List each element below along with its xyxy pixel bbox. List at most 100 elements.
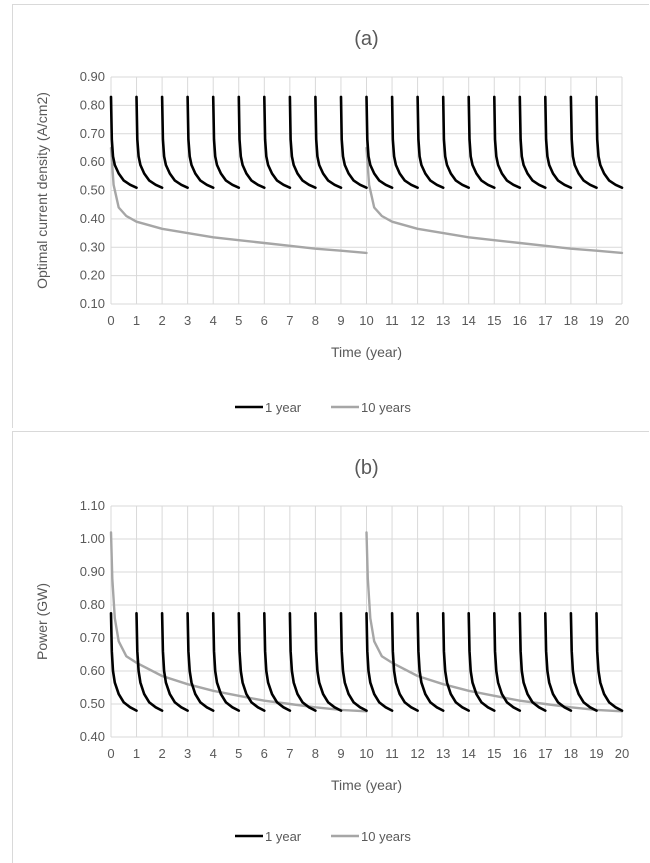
x-tick-label: 0 xyxy=(107,313,114,328)
series-line-1-year xyxy=(314,612,343,712)
series-line-1-year xyxy=(186,612,215,712)
x-axis-label: Time (year) xyxy=(331,344,402,360)
x-tick-label: 18 xyxy=(564,313,578,328)
legend-label-10-years: 10 years xyxy=(361,829,411,844)
y-axis-label: Optimal current density (A/cm2) xyxy=(34,92,50,289)
x-tick-label: 4 xyxy=(210,313,217,328)
series-10-years xyxy=(109,146,624,255)
series-line-1-year xyxy=(441,612,471,712)
chart-title: (b) xyxy=(354,457,378,479)
y-tick-label: 0.90 xyxy=(80,564,105,579)
series-line-1-year xyxy=(467,612,496,712)
series-line-1-year xyxy=(288,95,317,189)
series-line-1-year xyxy=(109,612,138,712)
y-tick-label: 1.00 xyxy=(80,531,105,546)
x-tick-label: 8 xyxy=(312,313,319,328)
chart-a-svg: (a) 0.10 0.20 0.30 0.40 0.50 0.60 0.70 0.80 0.90 0… xyxy=(34,28,629,415)
x-tick-label: 1 xyxy=(133,746,140,761)
x-tick-label: 5 xyxy=(235,746,242,761)
y-tick-label: 0.50 xyxy=(80,696,105,711)
series-line-1-year xyxy=(543,95,573,189)
series-line-1-year xyxy=(237,95,266,189)
series-line-1-year xyxy=(211,95,241,189)
x-tick-label: 6 xyxy=(261,746,268,761)
y-tick-label: 0.40 xyxy=(80,729,105,744)
series-line-1-year xyxy=(569,95,598,189)
legend-label-10-years: 10 years xyxy=(361,400,411,415)
x-tick-label: 13 xyxy=(436,746,450,761)
x-tick-label: 16 xyxy=(513,313,527,328)
y-tick-label: 0.70 xyxy=(80,126,105,141)
x-tick-label: 20 xyxy=(615,313,629,328)
y-tick-label: 0.80 xyxy=(80,97,105,112)
series-line-1-year xyxy=(135,612,164,712)
x-tick-label: 9 xyxy=(337,313,344,328)
legend: 1 year 10 years xyxy=(235,400,411,415)
x-tick-label: 15 xyxy=(487,746,501,761)
series-line-1-year xyxy=(416,612,445,712)
series-line-1-year xyxy=(263,95,292,189)
x-axis-label: Time (year) xyxy=(331,777,402,793)
series-1-year xyxy=(109,612,624,712)
x-tick-label: 17 xyxy=(538,313,552,328)
y-tick-label: 0.60 xyxy=(80,663,105,678)
series-line-1-year xyxy=(390,612,419,712)
chart-panel-b: (b) 0.40 0.50 0.60 0.70 0.80 0.90 1.00 1.10 0 1 2 3 4… xyxy=(12,431,649,863)
x-tick-label: 20 xyxy=(615,746,629,761)
series-line-1-year xyxy=(518,612,547,712)
y-tick-label: 0.40 xyxy=(80,211,105,226)
x-tick-label: 3 xyxy=(184,313,191,328)
y-tick-label: 0.10 xyxy=(80,296,105,311)
legend-label-1-year: 1 year xyxy=(265,829,302,844)
x-tick-label: 2 xyxy=(158,313,165,328)
y-tick-label: 0.80 xyxy=(80,597,105,612)
x-tick-label: 19 xyxy=(589,313,603,328)
series-line-1-year xyxy=(263,612,292,712)
series-line-1-year xyxy=(595,95,624,189)
y-tick-label: 0.20 xyxy=(80,268,105,283)
series-line-1-year xyxy=(186,95,215,189)
series-line-1-year xyxy=(237,612,266,712)
series-line-1-year xyxy=(135,95,164,189)
x-tick-label: 10 xyxy=(359,746,373,761)
x-tick-label: 10 xyxy=(359,313,373,328)
x-tick-label: 11 xyxy=(385,313,399,328)
series-line-1-year xyxy=(390,95,419,189)
chart-panel-a: (a) 0.10 0.20 0.30 0.40 0.50 0.60 0.70 0.80 0.90 0… xyxy=(12,4,649,428)
chart-title: (a) xyxy=(354,28,378,50)
series-line-1-year xyxy=(160,95,189,189)
legend-label-1-year: 1 year xyxy=(265,400,302,415)
x-tick-label: 13 xyxy=(436,313,450,328)
series-line-1-year xyxy=(595,612,624,712)
series-line-10-years xyxy=(109,146,368,255)
series-line-1-year xyxy=(467,95,496,189)
x-tick-label: 7 xyxy=(286,313,293,328)
series-line-1-year xyxy=(339,95,368,189)
y-axis-label: Power (GW) xyxy=(34,583,50,660)
y-tick-label: 0.90 xyxy=(80,69,105,84)
series-line-1-year xyxy=(109,95,138,189)
series-line-1-year xyxy=(314,95,343,189)
x-tick-label: 16 xyxy=(513,746,527,761)
series-line-1-year xyxy=(543,612,573,712)
series-line-1-year xyxy=(211,612,241,712)
series-line-1-year xyxy=(416,95,445,189)
series-line-1-year xyxy=(441,95,471,189)
series-line-1-year xyxy=(339,612,368,712)
x-tick-label: 1 xyxy=(133,313,140,328)
y-tick-label: 0.60 xyxy=(80,154,105,169)
x-tick-label: 5 xyxy=(235,313,242,328)
x-tick-label: 2 xyxy=(158,746,165,761)
series-line-1-year xyxy=(365,612,394,712)
series-line-1-year xyxy=(569,612,598,712)
y-tick-label: 0.30 xyxy=(80,239,105,254)
series-line-1-year xyxy=(160,612,189,712)
series-line-1-year xyxy=(518,95,547,189)
y-tick-label: 0.50 xyxy=(80,183,105,198)
series-1-year xyxy=(109,95,624,189)
y-tick-label: 0.70 xyxy=(80,630,105,645)
legend: 1 year 10 years xyxy=(235,829,411,844)
series-line-1-year xyxy=(492,612,522,712)
x-tick-label: 17 xyxy=(538,746,552,761)
series-line-10-years xyxy=(365,146,624,255)
